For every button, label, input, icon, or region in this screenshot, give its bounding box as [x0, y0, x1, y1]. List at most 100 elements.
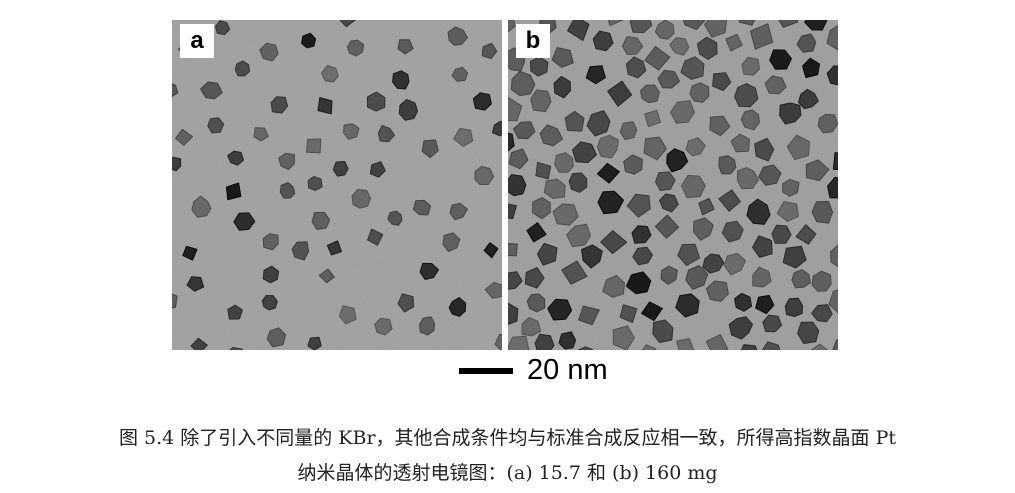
nanoparticle	[530, 89, 552, 113]
nanoparticle	[317, 97, 333, 115]
nanoparticle	[654, 214, 680, 239]
nanoparticle	[200, 81, 223, 100]
nanoparticle	[343, 123, 360, 140]
nanoparticle	[172, 83, 179, 98]
nanoparticle	[262, 265, 280, 284]
nanoparticle	[670, 100, 695, 124]
nanoparticle	[669, 37, 690, 56]
nanoparticle	[321, 65, 339, 83]
nanoparticle	[786, 134, 810, 160]
nanoparticle	[346, 39, 365, 57]
nanoparticle	[311, 211, 331, 230]
nanoparticle	[758, 164, 782, 186]
nanoparticle	[660, 265, 678, 285]
figure-caption-line-1: 图 5.4 除了引入不同量的 KBr，其他合成条件均与标准合成反应相一致，所得高…	[118, 427, 897, 449]
nanoparticle	[654, 20, 675, 40]
nanoparticle	[811, 201, 834, 224]
nanoparticle	[738, 20, 756, 26]
nanoparticle	[741, 56, 760, 76]
nanoparticle	[291, 241, 309, 261]
nanoparticles-b	[508, 20, 838, 350]
nanoparticle	[186, 276, 205, 292]
nanoparticle	[607, 80, 633, 107]
nanoparticle	[307, 176, 323, 191]
nanoparticle	[227, 150, 244, 166]
nanoparticle	[508, 242, 518, 257]
nanoparticle	[225, 182, 242, 201]
nanoparticle	[526, 222, 547, 243]
nanoparticle	[709, 115, 731, 137]
nanoparticle	[534, 333, 555, 350]
nanoparticle	[474, 165, 495, 185]
nanoparticle	[367, 228, 384, 246]
nanoparticle	[508, 132, 515, 152]
nanoparticle	[771, 224, 792, 244]
nanoparticle	[554, 152, 574, 173]
nanoparticle	[730, 133, 750, 153]
nanoparticle	[723, 252, 747, 276]
nanoparticle	[552, 203, 579, 226]
nanoparticle	[508, 148, 529, 170]
nanoparticle	[481, 42, 498, 60]
nanoparticle	[752, 266, 772, 288]
nanoparticle	[680, 56, 705, 80]
nanoparticle	[326, 240, 342, 256]
nanoparticle	[448, 297, 467, 317]
nanoparticle	[508, 302, 519, 326]
nanoparticle	[442, 232, 461, 253]
nanoparticle	[508, 174, 527, 197]
nanoparticle	[682, 20, 706, 31]
nanoparticle	[172, 156, 182, 172]
nanoparticle	[740, 109, 760, 131]
nanoparticle	[832, 338, 838, 350]
nanoparticle	[508, 335, 530, 350]
nanoparticle	[524, 267, 545, 289]
nanoparticle	[811, 304, 833, 323]
nanoparticle	[712, 72, 732, 91]
nanoparticle	[577, 346, 594, 350]
nanoparticle	[696, 36, 718, 60]
nanoparticle	[301, 32, 317, 49]
nanoparticle	[567, 20, 590, 41]
nanoparticle	[539, 124, 563, 147]
nanoparticle	[494, 333, 502, 350]
nanoparticle	[734, 83, 759, 108]
nanoparticle	[704, 20, 728, 38]
nanoparticle	[693, 217, 714, 241]
nanoparticle	[366, 91, 386, 112]
nanoparticle	[278, 152, 295, 171]
nanoparticle	[261, 295, 278, 311]
nanoparticle	[270, 96, 289, 114]
nanoparticle	[643, 136, 667, 161]
nanoparticle	[483, 242, 499, 259]
nanoparticle	[778, 20, 799, 28]
nanoparticle	[259, 42, 279, 62]
nanoparticle	[266, 327, 287, 348]
nanoparticle	[566, 223, 591, 248]
nanoparticle	[644, 46, 671, 71]
nanoparticle	[306, 138, 322, 154]
panel-label-b: b	[516, 24, 550, 58]
nanoparticle	[740, 344, 758, 350]
nanoparticle	[681, 174, 706, 199]
nanoparticle	[332, 161, 349, 177]
nanoparticle	[387, 210, 403, 226]
nanoparticle	[705, 334, 729, 350]
nanoparticle	[172, 293, 178, 309]
nanoparticle	[585, 65, 606, 85]
nanoparticle	[508, 20, 516, 32]
nanoparticle	[453, 128, 474, 147]
nanoparticle	[725, 33, 743, 52]
nanoparticle	[619, 304, 638, 324]
nanoparticle	[398, 98, 418, 121]
nanoparticle	[736, 167, 759, 190]
nanoparticle	[377, 124, 395, 143]
nanoparticle	[175, 128, 193, 146]
nanoparticle	[392, 70, 410, 90]
nanoparticle	[607, 20, 624, 27]
nanoparticle	[685, 137, 706, 157]
nanoparticle	[718, 189, 741, 212]
nanoparticle	[718, 155, 737, 175]
nanoparticle	[623, 154, 643, 175]
